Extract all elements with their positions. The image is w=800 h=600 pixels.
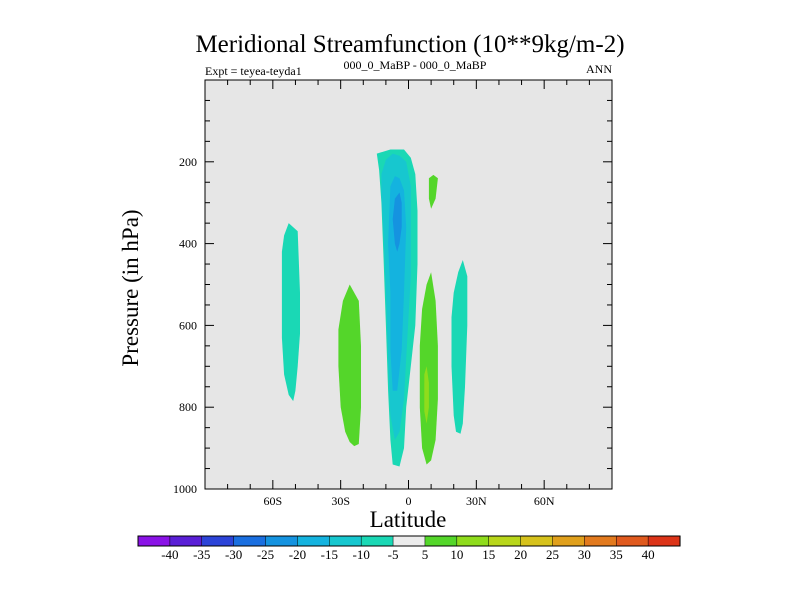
chart-subtitle-right: ANN xyxy=(586,62,612,76)
contour-region-southern-midlat-negative xyxy=(281,223,300,402)
contour-region-equatorial-negative-inner xyxy=(388,176,407,391)
colorbar-label: 20 xyxy=(514,547,527,562)
chart-subtitle-center: 000_0_MaBP - 000_0_MaBP xyxy=(344,58,487,72)
contour-regions xyxy=(281,149,468,467)
colorbar-swatch xyxy=(392,535,426,547)
colorbar-swatch xyxy=(456,535,490,547)
colorbar-swatch xyxy=(329,535,362,547)
colorbar-label: 5 xyxy=(422,547,429,562)
colorbar-swatch xyxy=(137,535,171,547)
y-axis-label: Pressure (in hPa) xyxy=(118,209,143,366)
y-tick-label: 800 xyxy=(179,400,197,414)
contour-region-southern-subtropic-positive xyxy=(338,284,361,447)
colorbar-label: 15 xyxy=(482,547,495,562)
colorbar-swatch xyxy=(201,535,235,547)
x-tick-label: 60S xyxy=(263,494,282,508)
colorbar-swatch xyxy=(552,535,585,547)
y-tick-label: 200 xyxy=(179,155,197,169)
colorbar-label: 10 xyxy=(450,547,463,562)
colorbar-frame xyxy=(137,535,681,547)
colorbar-label: 30 xyxy=(578,547,591,562)
colorbar-label: 40 xyxy=(642,547,655,562)
colorbar-swatch xyxy=(233,535,267,547)
colorbar-label: -40 xyxy=(161,547,178,562)
axis-ticks xyxy=(205,80,612,489)
x-tick-label: 30S xyxy=(331,494,350,508)
colorbar-swatch xyxy=(265,535,298,547)
colorbar-swatch xyxy=(360,535,394,547)
x-tick-label: 30N xyxy=(466,494,487,508)
colorbar-label: 25 xyxy=(546,547,559,562)
colorbar-swatch xyxy=(520,535,554,547)
axis-tick-labels: 60S 30S 0 30N 60N 200 400 600 800 1000 xyxy=(173,155,555,508)
colorbar: -40 -35 -30 -25 -20 -15 -10 -5 5 10 15 20 25 30 35 40 xyxy=(137,535,681,562)
colorbar-label: 35 xyxy=(610,547,623,562)
colorbar-swatch xyxy=(297,535,330,547)
contour-region-northern-tropic-core xyxy=(424,366,429,424)
chart-subtitle-left: Expt = teyea-teyda1 xyxy=(205,64,302,78)
colorbar-label: -30 xyxy=(225,547,242,562)
colorbar-label: -20 xyxy=(289,547,306,562)
chart-title: Meridional Streamfunction (10**9kg/m-2) xyxy=(195,31,624,58)
colorbar-label: -25 xyxy=(257,547,274,562)
colorbar-swatch xyxy=(424,535,458,547)
y-tick-label: 1000 xyxy=(173,482,197,496)
colorbar-swatch xyxy=(169,535,203,547)
colorbar-label: -10 xyxy=(353,547,370,562)
colorbar-label: -5 xyxy=(388,547,399,562)
x-axis-label: Latitude xyxy=(370,507,447,532)
colorbar-swatch xyxy=(647,535,681,547)
colorbar-swatch xyxy=(615,535,649,547)
contour-region-northern-subtropic-negative xyxy=(451,260,468,434)
colorbar-swatch xyxy=(584,535,617,547)
y-tick-label: 400 xyxy=(179,237,197,251)
y-tick-label: 600 xyxy=(179,318,197,332)
contour-region-northern-tropic-positive xyxy=(419,272,438,465)
colorbar-label: -35 xyxy=(193,547,210,562)
contour-region-equatorial-negative-core xyxy=(392,192,402,252)
x-tick-label: 0 xyxy=(406,494,412,508)
colorbar-label: -15 xyxy=(321,547,338,562)
contour-region-upper-tropic-positive xyxy=(428,174,438,209)
colorbar-swatch xyxy=(488,535,522,547)
x-tick-label: 60N xyxy=(534,494,555,508)
